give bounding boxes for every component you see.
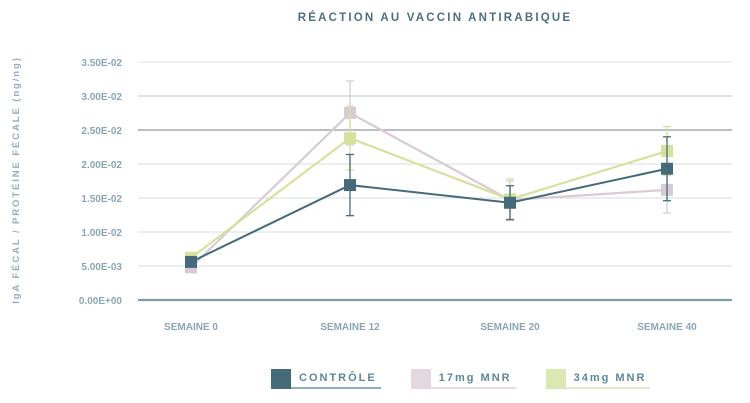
- x-tick-label: SEMAINE 40: [637, 322, 697, 333]
- x-tick-label: SEMAINE 20: [480, 322, 540, 333]
- x-tick-label: SEMAINE 0: [164, 322, 218, 333]
- y-tick-label: 3.00E-02: [81, 92, 122, 103]
- series-0: [185, 136, 673, 268]
- x-tick-label: SEMAINE 12: [320, 322, 380, 333]
- y-tick-label: 0.00E+00: [79, 296, 123, 307]
- y-axis-ticks: 0.00E+00 5.00E-03 1.00E-02 1.50E-02 2.00E-02…: [79, 58, 123, 307]
- gridlines: [138, 61, 732, 302]
- data-marker: [504, 196, 516, 209]
- legend-item-17mg: 17mg MNR: [410, 369, 516, 389]
- legend-swatch-17mg: [410, 369, 431, 389]
- y-tick-label: 1.50E-02: [81, 194, 122, 205]
- series-line: [190, 136, 668, 259]
- x-axis-ticks: SEMAINE 0 SEMAINE 12 SEMAINE 20 SEMAINE 40: [164, 322, 697, 333]
- data-marker: [661, 162, 673, 175]
- legend: CONTRÔLE 17mg MNR 34mg MNR: [271, 369, 651, 389]
- y-tick-label: 2.50E-02: [81, 126, 122, 137]
- legend-swatch-34mg: [545, 369, 566, 389]
- legend-item-34mg: 34mg MNR: [545, 369, 651, 389]
- series-line: [190, 167, 668, 263]
- legend-label: 34mg MNR: [565, 372, 651, 389]
- chart-title: RÉACTION AU VACCIN ANTIRABIQUE: [297, 12, 573, 24]
- y-tick-label: 2.00E-02: [81, 160, 122, 171]
- y-tick-label: 3.50E-02: [81, 58, 122, 69]
- legend-item-controle: CONTRÔLE: [271, 369, 381, 389]
- data-series: [185, 80, 673, 274]
- legend-swatch-controle: [271, 369, 291, 389]
- legend-label: 17mg MNR: [430, 372, 516, 389]
- series-line: [190, 111, 668, 269]
- data-marker: [344, 179, 356, 192]
- y-tick-label: 1.00E-02: [81, 228, 122, 239]
- legend-label: CONTRÔLE: [291, 372, 381, 389]
- series-1: [185, 80, 673, 274]
- y-tick-label: 5.00E-03: [81, 262, 122, 273]
- data-marker: [344, 132, 356, 145]
- data-marker: [185, 255, 197, 268]
